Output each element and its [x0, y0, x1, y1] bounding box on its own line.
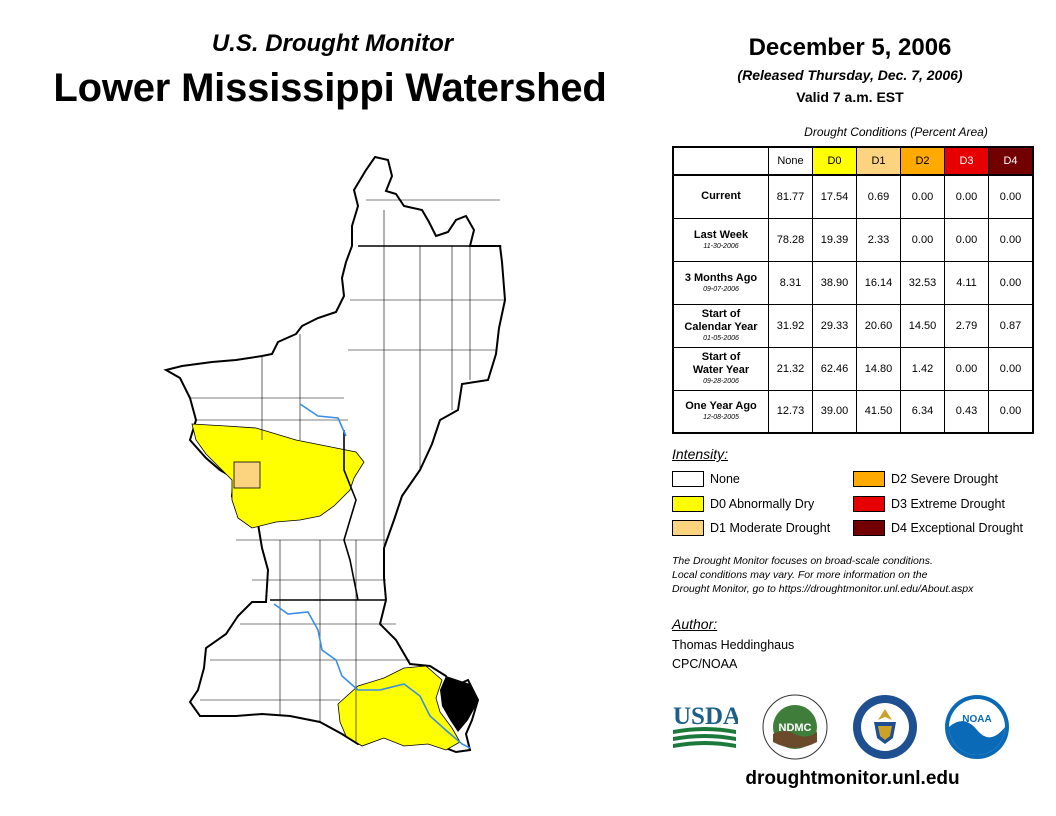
table-cell: 0.69	[856, 174, 901, 219]
legend-d3: D3 Extreme Drought	[853, 495, 1005, 513]
row-label: Current	[672, 174, 769, 219]
row-label: 3 Months Ago 09-07-2006	[672, 260, 769, 305]
legend-swatch	[853, 520, 885, 536]
table-cell: 29.33	[812, 303, 857, 348]
table-cell: 14.80	[856, 346, 901, 391]
table-cell: 41.50	[856, 389, 901, 434]
table-row: Start of Calendar Year 01-05-2006 31.92 29.3…	[672, 303, 1034, 348]
legend-d1: D1 Moderate Drought	[672, 519, 830, 537]
table-cell: 2.33	[856, 217, 901, 262]
table-cell: 0.87	[988, 303, 1034, 348]
table-cell: 38.90	[812, 260, 857, 305]
table-cell: 31.92	[768, 303, 813, 348]
table-cell: 0.00	[900, 174, 945, 219]
row-label: One Year Ago 12-08-2005	[672, 389, 769, 434]
legend-swatch	[853, 471, 885, 487]
table-cell: 17.54	[812, 174, 857, 219]
table-cell: 0.00	[900, 217, 945, 262]
col-d3: D3	[944, 146, 989, 176]
table-cell: 32.53	[900, 260, 945, 305]
map-subtitle: U.S. Drought Monitor	[211, 30, 454, 57]
table-cell: 8.31	[768, 260, 813, 305]
drought-d0-north	[191, 423, 365, 529]
drought-stats-table: None D0 D1 D2 D3 D4 Current 81.77 17.54 0.6…	[672, 146, 1034, 434]
legend-swatch	[672, 520, 704, 536]
table-cell: 6.34	[900, 389, 945, 434]
col-none: None	[768, 146, 813, 176]
table-row: Start of Water Year 09-28-2006 21.32 62.46 14…	[672, 346, 1034, 391]
legend-d0: D0 Abnormally Dry	[672, 495, 814, 513]
table-cell: 19.39	[812, 217, 857, 262]
svg-text:NOAA: NOAA	[962, 714, 991, 725]
ndmc-logo: NDMC	[762, 694, 828, 760]
table-row: Current 81.77 17.54 0.69 0.00 0.00 0.00	[672, 174, 1034, 219]
rivers	[273, 403, 471, 749]
legend-title: Intensity:	[672, 446, 729, 462]
table-cell: 12.73	[768, 389, 813, 434]
col-d4: D4	[988, 146, 1034, 176]
drought-d0-south	[337, 665, 461, 751]
legend-d2: D2 Severe Drought	[853, 470, 998, 488]
legend-swatch	[672, 471, 704, 487]
table-cell: 0.43	[944, 389, 989, 434]
table-cell: 2.79	[944, 303, 989, 348]
table-cell: 0.00	[944, 174, 989, 219]
table-cell: 0.00	[988, 217, 1034, 262]
svg-text:NDMC: NDMC	[779, 722, 812, 734]
legend-swatch	[853, 496, 885, 512]
table-cell: 14.50	[900, 303, 945, 348]
table-cell: 16.14	[856, 260, 901, 305]
author-label: Author:	[672, 616, 718, 632]
table-row: Last Week 11-30-2006 78.28 19.39 2.33 0.00 0.0…	[672, 217, 1034, 262]
watershed-map	[163, 155, 507, 754]
website-url[interactable]: droughtmonitor.unl.edu	[745, 768, 960, 789]
table-cell: 0.00	[988, 174, 1034, 219]
svg-text:USDA: USDA	[673, 703, 738, 730]
map-title: Lower Mississippi Watershed	[53, 66, 607, 110]
table-cell: 0.00	[988, 260, 1034, 305]
map-date: December 5, 2006	[748, 34, 952, 61]
drought-d1-patch	[233, 461, 261, 489]
col-d1: D1	[856, 146, 901, 176]
col-d2: D2	[900, 146, 945, 176]
author-org: CPC/NOAA	[672, 657, 738, 671]
table-cell: 0.00	[944, 346, 989, 391]
table-cell: 0.00	[944, 217, 989, 262]
table-cell: 62.46	[812, 346, 857, 391]
row-label: Start of Calendar Year 01-05-2006	[672, 303, 769, 348]
col-d0: D0	[812, 146, 857, 176]
legend-none: None	[672, 470, 740, 488]
release-date: (Released Thursday, Dec. 7, 2006)	[737, 67, 963, 83]
valid-time: Valid 7 a.m. EST	[796, 89, 904, 105]
row-label: Start of Water Year 09-28-2006	[672, 346, 769, 391]
table-row: 3 Months Ago 09-07-2006 8.31 38.90 16.14 32.5…	[672, 260, 1034, 305]
state-borders	[270, 245, 500, 601]
table-cell: 0.00	[988, 346, 1034, 391]
usda-logo: USDA	[672, 700, 741, 750]
table-row: One Year Ago 12-08-2005 12.73 39.00 41.50 6.3…	[672, 389, 1034, 434]
table-cell: 1.42	[900, 346, 945, 391]
coastal-marsh	[440, 676, 478, 732]
legend-d4: D4 Exceptional Drought	[853, 519, 1023, 537]
legend-swatch	[672, 496, 704, 512]
table-cell: 20.60	[856, 303, 901, 348]
author-name: Thomas Heddinghaus	[672, 638, 795, 652]
row-label: Last Week 11-30-2006	[672, 217, 769, 262]
table-cell: 39.00	[812, 389, 857, 434]
table-cell: 81.77	[768, 174, 813, 219]
noaa-logo: NOAA	[944, 694, 1010, 760]
table-cell: 4.11	[944, 260, 989, 305]
table-cell: 78.28	[768, 217, 813, 262]
table-cell: 21.32	[768, 346, 813, 391]
commerce-seal-logo	[852, 694, 918, 760]
disclaimer-note: The Drought Monitor focuses on broad-sca…	[672, 555, 974, 595]
table-caption: Drought Conditions (Percent Area)	[804, 125, 988, 139]
table-cell: 0.00	[988, 389, 1034, 434]
